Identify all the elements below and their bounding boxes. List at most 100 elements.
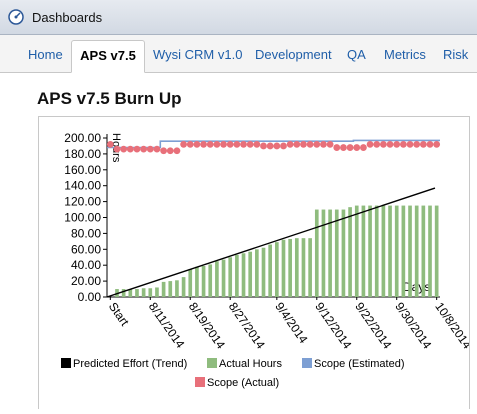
y-tick-label: 200.00 xyxy=(64,131,101,145)
tab-wysi-crm[interactable]: Wysi CRM v1.0 xyxy=(153,47,243,62)
x-tick-label: Start xyxy=(106,300,132,329)
scope-actual-point xyxy=(360,144,367,151)
window-title: Dashboards xyxy=(32,10,103,25)
tab-qa[interactable]: QA xyxy=(347,47,366,62)
scope-actual-point xyxy=(293,140,301,148)
scope-actual-point xyxy=(106,140,114,148)
actual-hours-bar xyxy=(401,205,406,297)
scope-actual-point xyxy=(240,140,247,148)
actual-hours-bar xyxy=(421,205,426,297)
actual-hours-bar xyxy=(368,205,372,297)
tab-metrics[interactable]: Metrics xyxy=(384,47,426,62)
x-tick-label: 9/12/2014 xyxy=(312,300,354,352)
actual-hours-bar xyxy=(408,205,412,297)
page-title: APS v7.5 Burn Up xyxy=(37,89,182,108)
actual-hours-bar xyxy=(274,242,279,297)
scope-actual-point xyxy=(253,140,261,148)
scope-actual-point xyxy=(353,144,361,151)
tab-aps-v7-5[interactable]: APS v7.5 xyxy=(71,40,145,73)
y-tick-label: 180.00 xyxy=(64,147,101,161)
actual-hours-bar xyxy=(148,288,153,297)
legend-item-scope-estimated-swatch xyxy=(302,358,312,368)
scope-actual-point xyxy=(406,140,414,148)
actual-hours-bar xyxy=(261,247,266,297)
actual-hours-bar xyxy=(135,289,139,297)
scope-actual-point xyxy=(386,140,394,148)
scope-actual-point xyxy=(273,142,281,150)
actual-hours-bar xyxy=(341,209,346,297)
scope-actual-point xyxy=(260,142,267,150)
scope-estimated-line xyxy=(107,139,440,149)
actual-hours-bar xyxy=(434,205,439,297)
scope-actual-point xyxy=(233,140,241,148)
actual-hours-bar xyxy=(221,259,226,297)
scope-actual-point xyxy=(120,145,128,153)
scope-actual-point xyxy=(399,140,407,148)
chart-panel: 0.00 20.00 40.00 60.00 80.00 100.00 120.00 140.… xyxy=(38,116,475,409)
actual-hours-bar xyxy=(268,244,273,297)
y-tick-label: 120.00 xyxy=(64,195,101,209)
scope-actual-point xyxy=(166,147,174,155)
actual-hours-bar xyxy=(308,238,312,297)
x-tick-label: 9/22/2014 xyxy=(352,300,394,352)
y-tick-label: 0.00 xyxy=(78,290,102,304)
scope-actual-point xyxy=(393,140,401,148)
scope-actual-point xyxy=(379,140,387,148)
actual-hours-bar xyxy=(374,205,379,297)
actual-hours-bar xyxy=(161,281,166,297)
scope-actual-point xyxy=(366,140,374,148)
legend-item-scope-actual: Scope (Actual) xyxy=(207,377,279,389)
legend-item-actual-hours: Actual Hours xyxy=(219,358,282,370)
actual-hours-bar xyxy=(361,205,366,297)
y-tick-label: 100.00 xyxy=(64,211,101,225)
scope-actual-point xyxy=(433,140,441,148)
scope-actual-point xyxy=(333,144,341,151)
legend-item-scope-estimated: Scope (Estimated) xyxy=(314,358,404,370)
scope-actual-point xyxy=(200,140,207,148)
tab-home[interactable]: Home xyxy=(28,47,63,62)
scope-actual-point xyxy=(206,140,214,148)
scope-actual-point xyxy=(160,147,168,155)
actual-hours-bar xyxy=(241,253,246,297)
actual-hours-bar xyxy=(188,269,193,297)
scope-actual-point xyxy=(126,145,134,153)
actual-hours-bar xyxy=(181,277,186,297)
scope-actual-point xyxy=(266,142,274,150)
tab-content: APS v7.5 Burn Up 0.00 20.00 40.00 60.00 80.0… xyxy=(0,73,477,409)
actual-hours-bar xyxy=(288,238,292,297)
scope-actual-point xyxy=(326,140,334,148)
scope-actual-point xyxy=(413,140,421,148)
scope-actual-point xyxy=(133,145,141,153)
scope-actual-point xyxy=(193,140,201,148)
actual-hours-bar xyxy=(381,205,386,297)
scope-actual-point xyxy=(300,140,307,148)
actual-hours-bar xyxy=(155,287,159,297)
scope-actual-point xyxy=(186,140,194,148)
x-tick-label: 8/11/2014 xyxy=(146,300,188,351)
y-tick-label: 40.00 xyxy=(71,258,101,272)
actual-hours-bar xyxy=(141,288,146,297)
scope-actual-point xyxy=(140,145,148,153)
x-tick-label: 8/19/2014 xyxy=(186,300,228,352)
tab-development[interactable]: Development xyxy=(255,47,332,62)
tab-risk[interactable]: Risk xyxy=(443,47,469,62)
scope-actual-point xyxy=(340,144,347,151)
scope-actual-point xyxy=(173,147,181,155)
scope-actual-point xyxy=(320,140,327,148)
scope-actual-point xyxy=(113,145,121,153)
actual-hours-bar xyxy=(248,251,253,297)
actual-hours-bar xyxy=(334,209,339,297)
actual-hours-bar xyxy=(201,265,206,297)
actual-hours-bar xyxy=(388,205,392,297)
actual-hours-bar xyxy=(321,209,326,297)
actual-hours-bar xyxy=(128,289,133,297)
y-tick-label: 140.00 xyxy=(64,179,101,193)
scope-actual-point xyxy=(346,144,354,151)
legend-item-trend-swatch xyxy=(61,358,71,368)
actual-hours-bar xyxy=(394,205,399,297)
y-tick-label: 80.00 xyxy=(71,226,101,240)
scope-actual-point xyxy=(373,140,381,148)
predicted-effort-trend-line xyxy=(106,187,436,298)
legend-item-trend: Predicted Effort (Trend) xyxy=(73,358,187,370)
